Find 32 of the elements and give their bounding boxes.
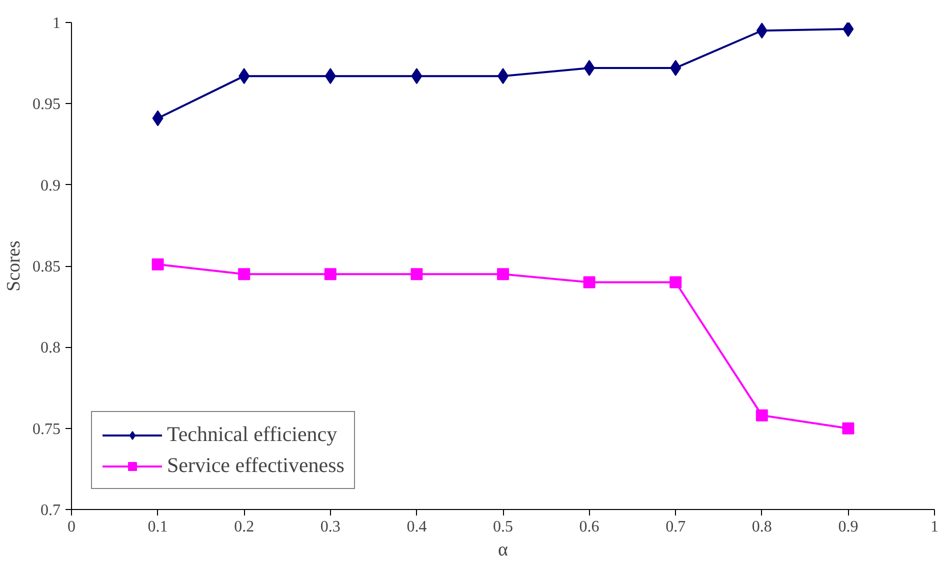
x-tick-label: 0.3 [320,518,340,536]
point [324,268,336,280]
y-axis-title: Scores [4,240,24,292]
point [410,268,423,280]
x-tick-label: 0.7 [666,518,686,536]
legend-label: Technical efficiency [167,422,338,447]
y-tick-label: 0.95 [32,96,60,114]
point [583,276,596,288]
x-tick-label: 0.5 [493,518,513,536]
point [238,268,250,280]
point [497,268,509,280]
y-tick-label: 0.85 [32,258,60,276]
y-tick-label: 0.7 [40,502,60,519]
point [670,276,682,288]
y-tick-label: 0.8 [40,340,60,357]
legend-label: Service effectiveness [167,453,344,478]
point [842,422,854,434]
x-tick-label: 0 [68,518,76,536]
point [152,258,164,270]
y-tick-label: 1 [52,15,60,32]
y-tick-label: 0.75 [32,420,60,438]
x-tick-label: 0.9 [838,518,858,536]
x-axis-title: α [498,540,508,560]
x-tick-label: 1 [930,518,938,536]
point [842,22,854,37]
point [756,409,768,422]
x-tick-label: 0.4 [406,518,427,536]
x-tick-label: 0.8 [752,518,772,536]
x-tick-label: 0.2 [234,518,254,536]
x-tick-label: 0.6 [579,518,600,536]
x-tick-label: 0.1 [148,518,168,536]
y-tick-label: 0.9 [40,177,60,194]
